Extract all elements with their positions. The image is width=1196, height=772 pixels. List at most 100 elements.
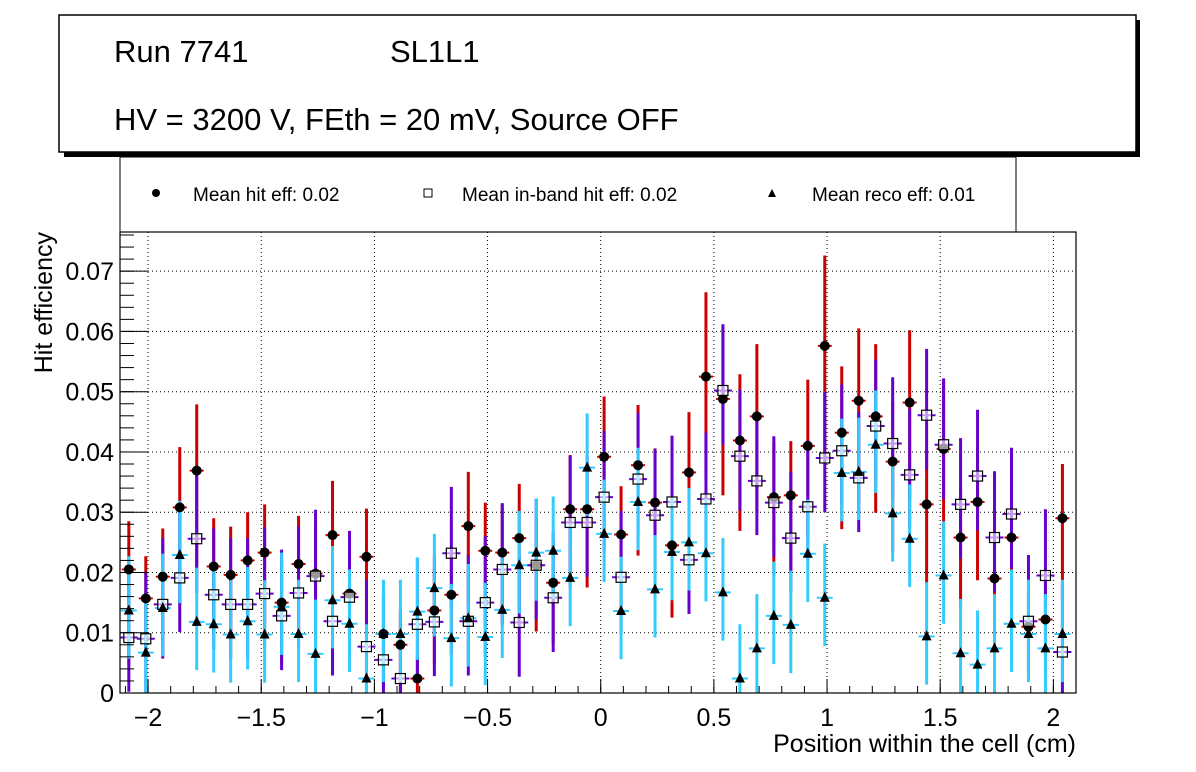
bin-group bbox=[425, 533, 444, 677]
bin-group bbox=[730, 374, 749, 693]
bin-group bbox=[663, 435, 682, 618]
reco-marker bbox=[497, 603, 508, 614]
inband-marker bbox=[292, 587, 305, 599]
reco-marker bbox=[921, 630, 932, 641]
bin-group bbox=[510, 483, 529, 677]
bin-group bbox=[340, 530, 359, 672]
inband-marker bbox=[819, 452, 831, 464]
hit-marker bbox=[259, 547, 270, 558]
hit-marker bbox=[191, 465, 202, 476]
inband-marker bbox=[768, 496, 780, 509]
inband-marker bbox=[547, 592, 559, 604]
inband-marker bbox=[785, 532, 797, 544]
reco-marker bbox=[853, 465, 864, 476]
reco-marker bbox=[802, 547, 813, 558]
hit-marker bbox=[989, 573, 1000, 584]
reco-marker bbox=[751, 642, 762, 653]
hit-marker bbox=[429, 605, 440, 616]
inband-marker bbox=[343, 591, 356, 603]
hit-marker bbox=[751, 411, 762, 422]
reco-marker bbox=[667, 545, 678, 556]
hit-marker bbox=[921, 499, 932, 510]
bin-group bbox=[493, 503, 512, 659]
inband-marker bbox=[598, 491, 610, 503]
bin-group bbox=[747, 344, 766, 693]
hit-marker bbox=[497, 547, 508, 558]
reco-marker bbox=[768, 609, 779, 620]
inband-marker bbox=[140, 633, 152, 645]
hit-marker bbox=[123, 564, 134, 575]
bin-group bbox=[289, 515, 308, 683]
reco-marker bbox=[174, 549, 185, 560]
reco-marker bbox=[429, 582, 440, 593]
hit-marker bbox=[361, 551, 372, 562]
reco-marker bbox=[140, 646, 151, 657]
reco-marker bbox=[972, 658, 983, 669]
inband-marker bbox=[717, 384, 729, 397]
inband-marker bbox=[700, 493, 712, 505]
hit-marker bbox=[514, 533, 525, 544]
hit-marker bbox=[565, 504, 576, 515]
hit-marker bbox=[887, 456, 898, 467]
bin-group bbox=[849, 328, 868, 533]
bin-group bbox=[527, 498, 546, 632]
reco-marker bbox=[785, 618, 796, 629]
y-tick-label: 0.01 bbox=[65, 620, 114, 648]
inband-marker bbox=[208, 589, 220, 601]
bin-group bbox=[561, 454, 580, 627]
inband-marker bbox=[275, 610, 288, 622]
inband-marker bbox=[666, 496, 678, 508]
bin-group bbox=[951, 438, 970, 693]
reco-marker bbox=[683, 536, 694, 547]
hit-marker bbox=[683, 467, 694, 478]
bin-group bbox=[815, 255, 834, 646]
reco-marker bbox=[870, 438, 881, 449]
hit-marker bbox=[667, 540, 678, 551]
reco-marker bbox=[616, 605, 627, 616]
legend-frame bbox=[119, 156, 1017, 233]
y-tick-label: 0.05 bbox=[65, 379, 114, 407]
inband-marker bbox=[887, 437, 899, 450]
x-tick-label: −2 bbox=[134, 704, 163, 732]
reco-marker bbox=[157, 602, 168, 613]
bin-group bbox=[170, 447, 189, 633]
reco-marker bbox=[514, 559, 525, 570]
x-axis-label: Position within the cell (cm) bbox=[773, 730, 1076, 758]
reco-marker bbox=[191, 615, 202, 626]
reco-marker bbox=[310, 647, 321, 658]
inband-marker bbox=[1039, 569, 1052, 582]
bin-group bbox=[476, 502, 495, 686]
bin-group bbox=[612, 486, 631, 660]
bin-group bbox=[238, 512, 257, 670]
hit-marker bbox=[616, 529, 627, 540]
reco-marker bbox=[989, 642, 1000, 653]
hit-marker bbox=[717, 393, 728, 404]
inband-marker bbox=[836, 445, 848, 457]
reco-marker bbox=[938, 569, 949, 580]
x-tick-label: 0 bbox=[594, 704, 608, 732]
reco-marker bbox=[887, 507, 898, 518]
bin-group bbox=[306, 509, 325, 693]
hit-marker bbox=[208, 561, 219, 572]
bin-group bbox=[883, 377, 902, 562]
reco-marker bbox=[463, 612, 474, 623]
hit-marker bbox=[463, 521, 474, 532]
bin-group bbox=[713, 324, 732, 641]
bin-group bbox=[781, 441, 800, 674]
reco-marker bbox=[819, 591, 830, 602]
x-axis-ticks: −2 −1.5 −1 −0.5 0 0.5 1 1.5 2 bbox=[124, 679, 1060, 732]
inband-marker bbox=[377, 654, 390, 666]
reco-marker bbox=[480, 630, 491, 641]
inband-marker bbox=[513, 616, 525, 629]
bin-group bbox=[459, 471, 478, 676]
y-tick-label: 0.04 bbox=[65, 439, 114, 467]
inband-marker bbox=[360, 640, 373, 653]
y-tick-label: 0.07 bbox=[65, 258, 114, 286]
hit-marker bbox=[785, 490, 796, 501]
inband-marker bbox=[802, 501, 814, 513]
reco-marker bbox=[955, 647, 966, 658]
bin-group bbox=[595, 396, 614, 583]
y-axis-ticks: 0 0.01 0.02 0.03 0.04 0.05 0.06 0.07 bbox=[65, 234, 148, 708]
reco-marker bbox=[717, 586, 728, 597]
